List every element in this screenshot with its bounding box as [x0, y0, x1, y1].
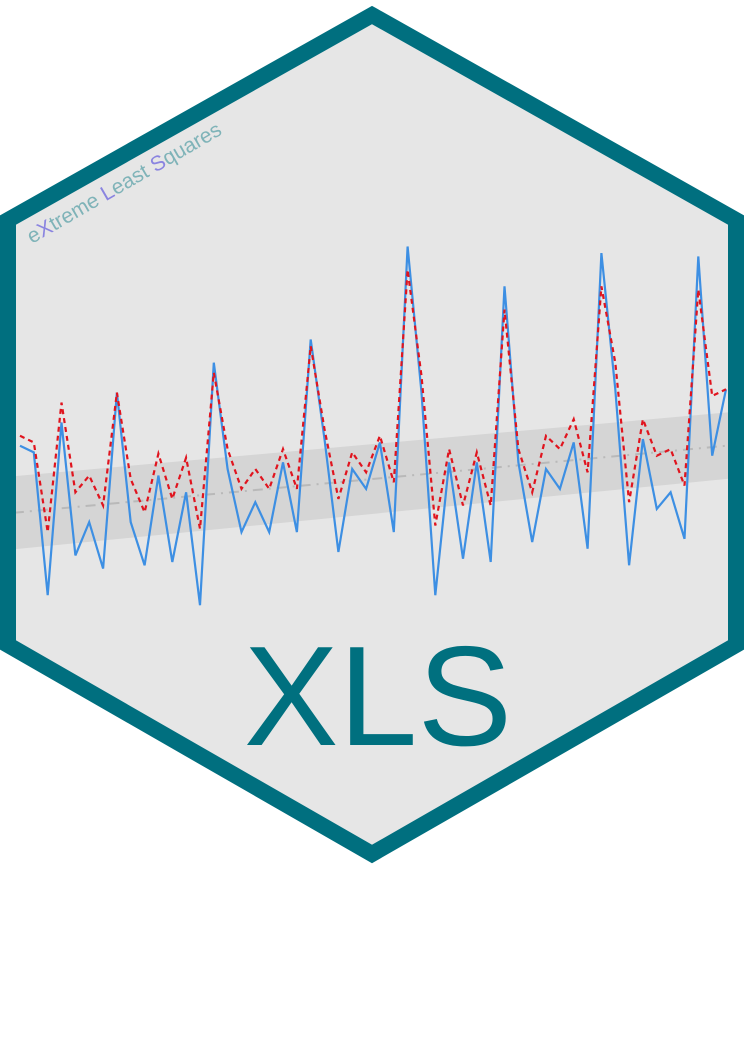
- time-series-plot: [8, 246, 736, 606]
- trend-line: [8, 441, 736, 516]
- hexagon-background: [8, 15, 736, 854]
- confidence-band: [8, 409, 736, 552]
- fitted-series-line: [19, 269, 727, 533]
- logo-title: XLS: [244, 617, 512, 776]
- hexagon-border: [0, 5, 744, 864]
